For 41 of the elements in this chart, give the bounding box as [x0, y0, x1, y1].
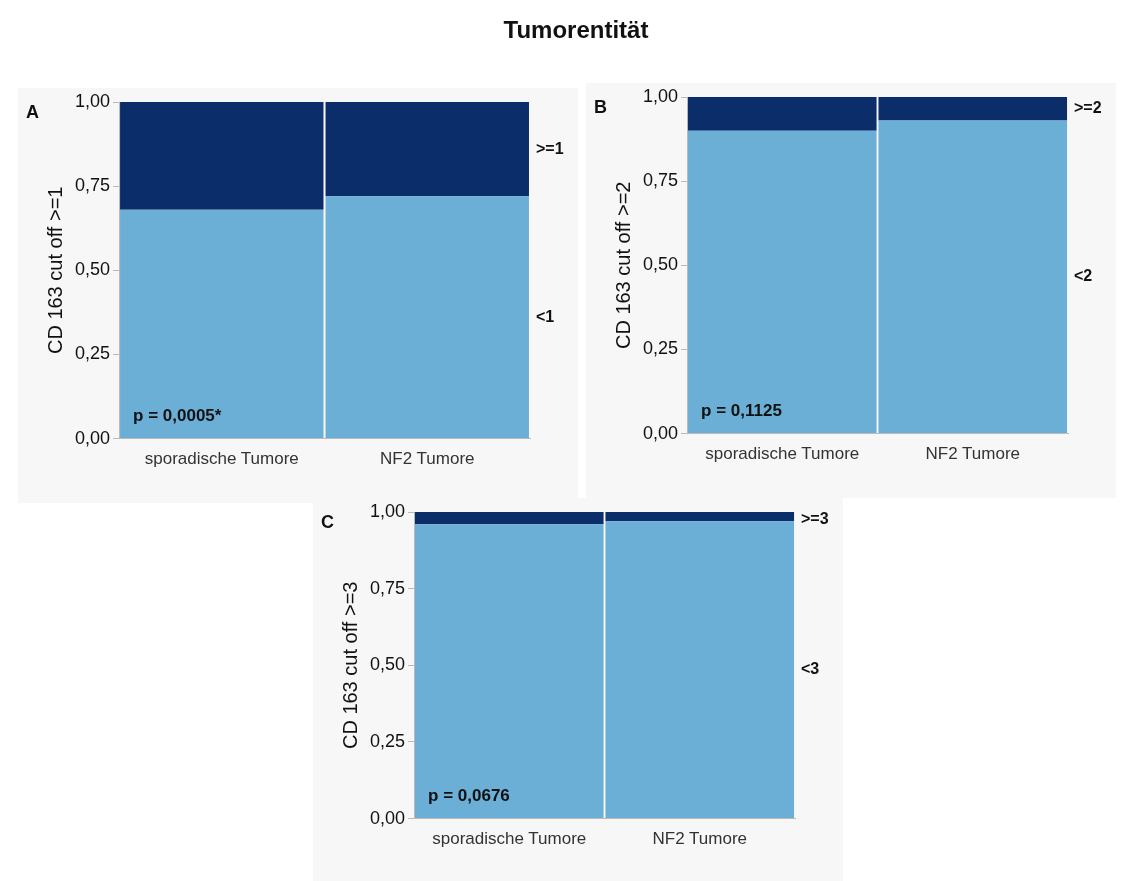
x-tick-label: NF2 Tumore: [925, 444, 1020, 464]
y-tick-label: 1,00: [369, 500, 406, 521]
series-label: <3: [801, 660, 820, 678]
y-axis-title: CD 163 cut off >=2: [611, 181, 634, 350]
series-label: >=1: [536, 139, 564, 157]
y-tick-label: 0,00: [74, 427, 111, 448]
x-tick-label: sporadische Tumore: [144, 449, 299, 469]
y-tick-label: 0,50: [369, 654, 406, 675]
bar: [325, 196, 529, 439]
x-tick-label: NF2 Tumore: [652, 829, 747, 849]
y-tick-label: 0,00: [369, 807, 406, 828]
y-tick-label: 0,25: [74, 343, 111, 364]
chart-title: Tumorentität: [502, 16, 650, 44]
y-tick-label: 0,50: [642, 254, 679, 275]
y-tick-label: 1,00: [74, 90, 111, 111]
y-tick-label: 1,00: [642, 85, 679, 106]
y-tick-label: 0,75: [74, 175, 111, 196]
x-tick-label: sporadische Tumore: [432, 829, 587, 849]
series-label: >=3: [801, 510, 829, 528]
bar: [120, 102, 324, 210]
series-label: >=2: [1074, 99, 1102, 117]
bar: [325, 102, 529, 197]
annotation: p = 0,0676: [428, 785, 510, 805]
y-tick-label: 0,75: [642, 170, 679, 191]
text: A: [26, 101, 39, 122]
annotation: p = 0,1125: [701, 400, 782, 420]
annotation: p = 0,0005*: [133, 405, 222, 425]
y-tick-label: 0,00: [642, 422, 679, 443]
series-label: <1: [536, 307, 555, 325]
text: B: [594, 96, 607, 117]
x-tick-label: sporadische Tumore: [705, 444, 860, 464]
bar: [120, 209, 324, 439]
y-tick-label: 0,25: [642, 338, 679, 359]
y-tick-label: 0,50: [74, 259, 111, 280]
text: C: [321, 511, 334, 532]
y-axis-title: CD 163 cut off >=1: [43, 186, 66, 355]
y-tick-label: 0,75: [369, 577, 406, 598]
y-axis-title: CD 163 cut off >=3: [338, 581, 361, 750]
y-tick-label: 0,25: [369, 730, 406, 751]
x-tick-label: NF2 Tumore: [380, 449, 475, 469]
series-label: <2: [1074, 267, 1093, 285]
